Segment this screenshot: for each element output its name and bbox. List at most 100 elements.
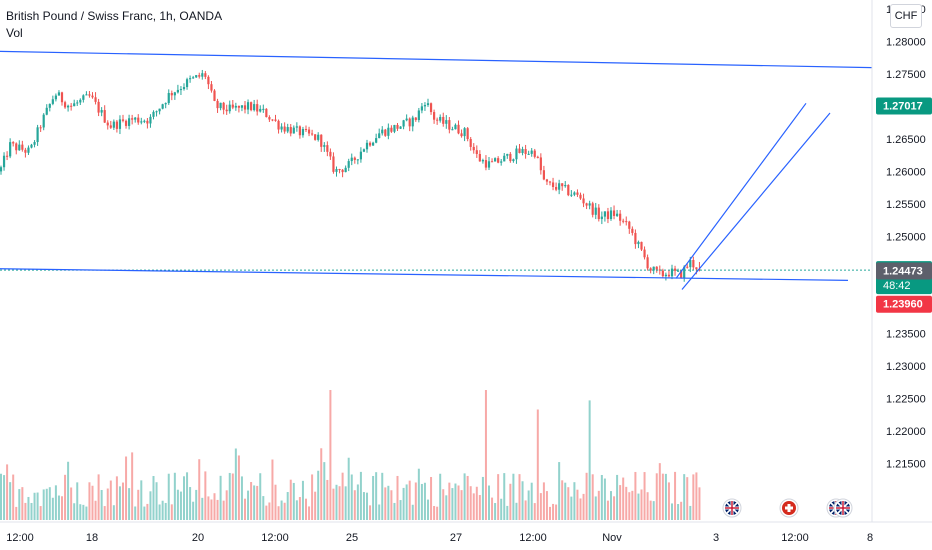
volume-bar — [402, 487, 405, 520]
volume-bar — [515, 502, 518, 520]
volume-bar — [91, 485, 94, 520]
currency-badge[interactable]: CHF — [890, 4, 922, 28]
candle-body — [399, 126, 402, 129]
time-tick-label: 12:00 — [781, 532, 809, 544]
uk-flag-icon[interactable] — [722, 498, 742, 518]
volume-bar — [350, 474, 353, 520]
candle-body — [54, 95, 57, 100]
candle-body — [539, 157, 542, 171]
volume-bar — [414, 482, 417, 520]
candle-body — [100, 110, 103, 113]
candle-body — [277, 120, 280, 130]
volume-bar — [289, 479, 292, 520]
volume-bar — [295, 500, 298, 520]
economic-events[interactable] — [722, 498, 853, 518]
candle-body — [582, 198, 585, 204]
volume-bar — [137, 489, 140, 520]
candle-body — [286, 127, 289, 132]
uk-flag-icon[interactable] — [833, 498, 853, 518]
candle-body — [176, 89, 179, 93]
candle-body — [109, 125, 112, 128]
volume-bar — [655, 473, 658, 520]
volume-bar — [292, 482, 295, 520]
time-axis[interactable]: 12:00 18 20 12:00 25 27 12:00 Nov 3 12:00 8 — [6, 532, 873, 544]
volume-bar — [88, 482, 91, 520]
candle-body — [225, 109, 228, 112]
volume-bar — [70, 487, 73, 520]
candle-body — [472, 146, 475, 151]
candle-body — [649, 268, 652, 271]
volume-bar — [115, 476, 118, 520]
candle-body — [375, 138, 378, 143]
volume-bar — [219, 475, 222, 520]
symbol-title[interactable]: British Pound / Swiss Franc, 1h, OANDA — [6, 9, 223, 23]
candle-body — [530, 150, 533, 154]
volume-bar — [308, 506, 311, 520]
volume-bar — [57, 495, 60, 520]
volume-bar — [555, 504, 558, 520]
candle-body — [57, 92, 61, 96]
candle-body — [295, 126, 298, 128]
volume-bar — [326, 479, 329, 520]
volume-bar — [207, 496, 210, 520]
volume-bar — [613, 496, 616, 520]
candle-body — [570, 194, 573, 196]
volume-bar — [667, 482, 670, 520]
candle-body — [628, 221, 631, 229]
volume-bar — [466, 475, 469, 520]
volume-bar — [695, 472, 698, 520]
candle-body — [128, 118, 131, 126]
volume-bar — [94, 500, 97, 520]
volume-bar — [109, 480, 112, 520]
candle-body — [207, 76, 210, 85]
trendlines[interactable] — [0, 50, 873, 290]
candle-body — [21, 144, 24, 150]
volume-indicator-label[interactable]: Vol — [6, 26, 23, 40]
volume-bar — [594, 496, 597, 520]
price-axis[interactable]: 1.285001.280001.275001.270001.265001.260… — [886, 4, 926, 470]
volume-bar — [164, 502, 167, 520]
candle-body — [103, 110, 106, 123]
time-tick-label: 12:00 — [519, 532, 547, 544]
volume-bar — [445, 495, 448, 520]
volume-bar — [451, 488, 454, 520]
volume-bar — [420, 483, 423, 520]
candle-body — [216, 100, 219, 109]
candle-body — [335, 169, 338, 172]
price-tag-bg — [876, 97, 932, 115]
volume-bar — [622, 477, 625, 520]
candle-body — [106, 122, 109, 126]
price-tick-label: 1.28000 — [886, 37, 926, 49]
volume-bar — [51, 497, 54, 520]
candle-body — [426, 103, 430, 106]
candle-body — [414, 117, 417, 121]
volume-bar — [570, 496, 573, 520]
volume-bar — [42, 489, 45, 520]
volume-bar — [533, 503, 536, 520]
candle-body — [155, 111, 158, 113]
volume-bar — [494, 503, 497, 520]
volume-bar — [0, 473, 2, 520]
candle-body — [158, 108, 161, 112]
candle-body — [365, 142, 369, 150]
volume-bar — [674, 471, 677, 520]
volume-bar — [161, 500, 164, 520]
volume-bar — [527, 490, 530, 520]
candle-body — [637, 241, 640, 245]
candle-body — [454, 124, 457, 130]
candle-body — [115, 121, 118, 129]
volume-bar — [530, 482, 533, 520]
candle-body — [97, 101, 100, 113]
trendline — [675, 102, 807, 279]
candle-body — [512, 159, 515, 162]
swiss-flag-icon[interactable] — [779, 498, 799, 518]
candle-body — [253, 104, 256, 111]
candle-body — [484, 160, 488, 168]
volume-bar — [176, 489, 179, 520]
volume-bar — [524, 500, 527, 520]
candle-body — [301, 128, 305, 136]
volume-bar — [170, 504, 173, 520]
